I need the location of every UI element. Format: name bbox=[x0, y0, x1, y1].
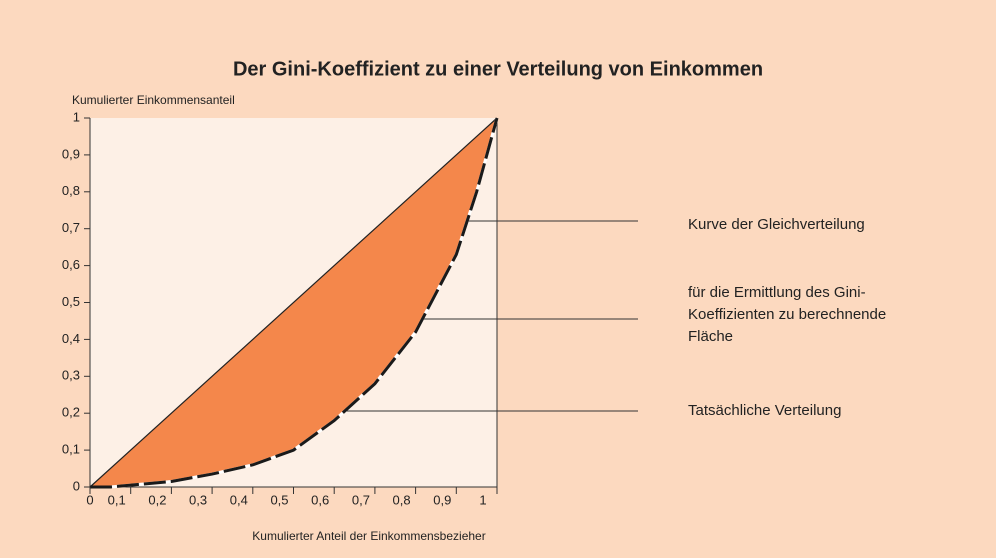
annotation: Fläche bbox=[688, 328, 733, 345]
x-tick-label: 0,9 bbox=[433, 492, 451, 507]
x-tick-label: 1 bbox=[479, 492, 486, 507]
y-axis-label: Kumulierter Einkommensanteil bbox=[72, 93, 235, 107]
x-tick-label: 0,4 bbox=[230, 492, 248, 507]
y-tick-label: 0,4 bbox=[62, 331, 80, 346]
y-tick-label: 0,9 bbox=[62, 146, 80, 161]
x-tick-label: 0,2 bbox=[148, 492, 166, 507]
annotation: Koeffizienten zu berechnende bbox=[688, 306, 886, 323]
y-tick-label: 0,7 bbox=[62, 220, 80, 235]
annotation: Tatsächliche Verteilung bbox=[688, 402, 841, 419]
x-tick-label: 0,6 bbox=[311, 492, 329, 507]
equality-line bbox=[89, 117, 498, 488]
y-tick-label: 0,5 bbox=[62, 294, 80, 309]
x-tick-label: 0,7 bbox=[352, 492, 370, 507]
x-axis-label: Kumulierter Anteil der Einkommensbeziehe… bbox=[252, 529, 485, 543]
x-tick-label: 0,3 bbox=[189, 492, 207, 507]
x-tick-label: 0 bbox=[86, 492, 93, 507]
chart-title: Der Gini-Koeffizient zu einer Verteilung… bbox=[233, 58, 763, 80]
y-tick-label: 1 bbox=[73, 109, 80, 124]
x-tick-label: 0,8 bbox=[393, 492, 411, 507]
x-tick-label: 0,5 bbox=[270, 492, 288, 507]
x-tick-label: 0,1 bbox=[108, 492, 126, 507]
y-tick-label: 0,2 bbox=[62, 405, 80, 420]
y-tick-label: 0,3 bbox=[62, 368, 80, 383]
y-tick-label: 0,6 bbox=[62, 257, 80, 272]
y-tick-label: 0,8 bbox=[62, 183, 80, 198]
annotation: Kurve der Gleichverteilung bbox=[688, 216, 865, 233]
lorenz-curve bbox=[90, 117, 499, 489]
y-tick-label: 0 bbox=[73, 478, 80, 493]
annotation: für die Ermittlung des Gini- bbox=[688, 284, 866, 301]
y-tick-label: 0,1 bbox=[62, 442, 80, 457]
